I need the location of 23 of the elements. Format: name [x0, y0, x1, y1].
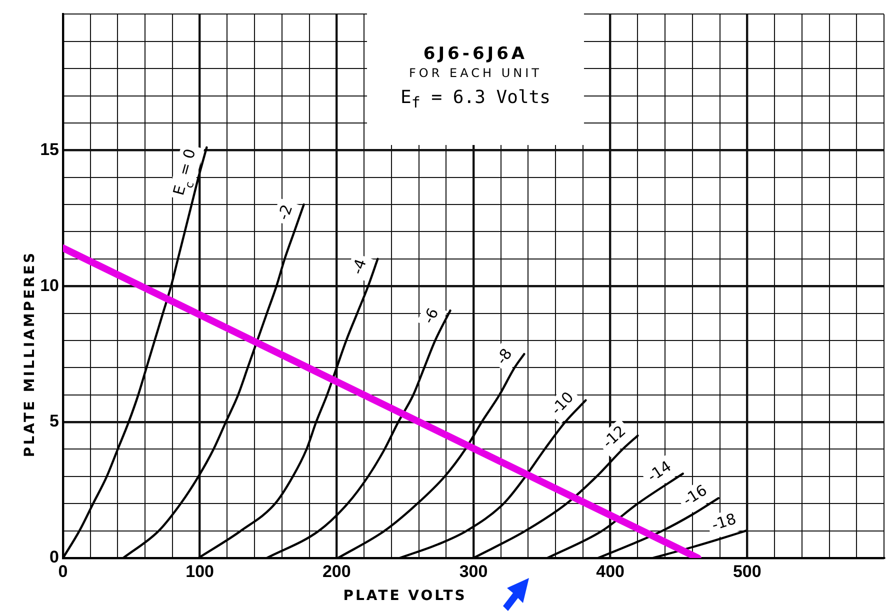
text: -12: [598, 422, 630, 452]
y-tick-label: 0: [50, 548, 59, 567]
y-tick-label: 15: [40, 140, 59, 159]
text: -16: [680, 481, 710, 510]
text: FOR EACH UNIT: [408, 65, 543, 81]
text: -2: [274, 202, 296, 222]
x-tick-label: 500: [732, 562, 762, 581]
text: -10: [547, 388, 578, 418]
text: -18: [710, 510, 738, 534]
text: -6: [419, 305, 442, 327]
x-axis-title: PLATE VOLTS: [343, 588, 467, 604]
text: 6J6-6J6A: [422, 44, 529, 64]
x-tick-label: 400: [596, 562, 625, 581]
text: -14: [644, 457, 675, 486]
y-tick-label: 10: [40, 276, 59, 295]
y-tick-label: 5: [50, 412, 59, 431]
x-tick-label: 300: [459, 562, 488, 581]
annotation: E$_{f}$ = 6.3 Volts: [400, 87, 552, 114]
y-axis-title: PLATE MILLIAMPERES: [22, 250, 38, 458]
x-tick-label: 100: [186, 562, 214, 581]
x-tick-label: 200: [322, 562, 351, 581]
text: -4: [348, 256, 370, 277]
text: -8: [492, 345, 516, 368]
